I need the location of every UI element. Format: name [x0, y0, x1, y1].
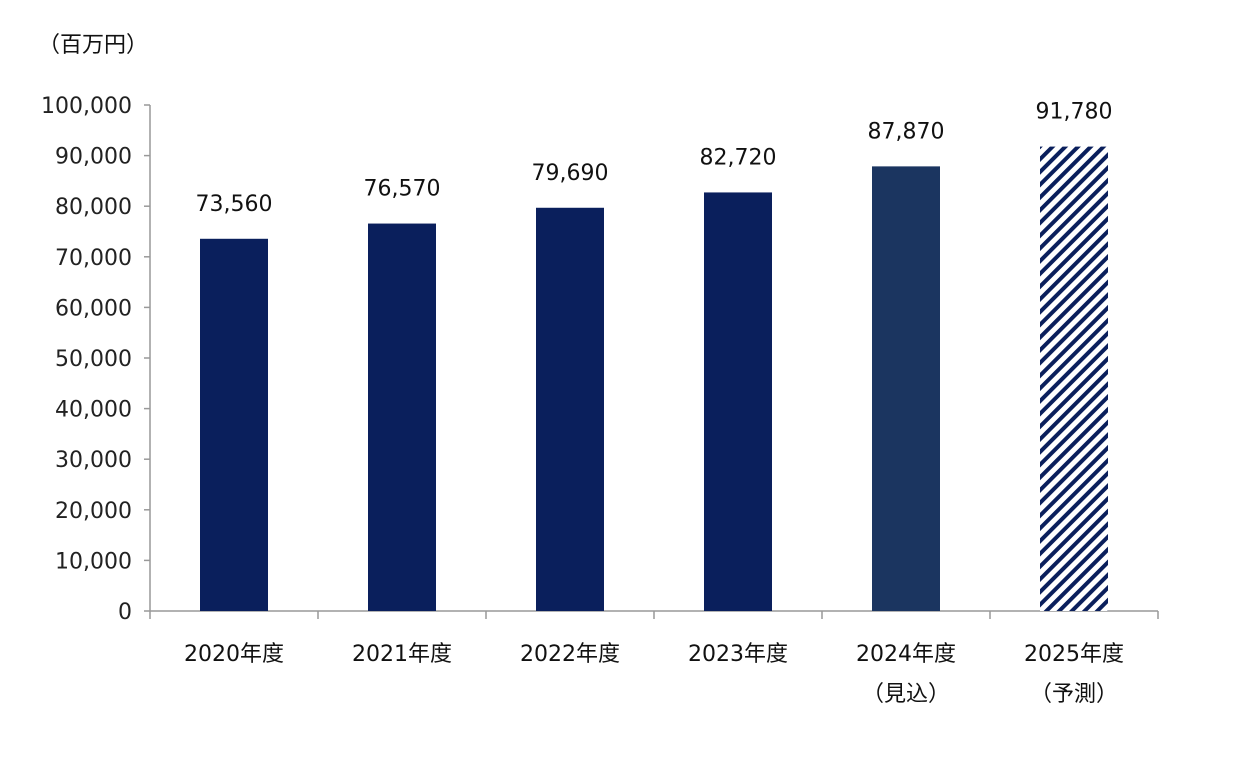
y-tick-label: 30,000: [55, 448, 132, 473]
x-tick-label: 2021年度: [352, 642, 452, 667]
y-axis: 0 10,000 20,000 30,000 40,000 50,000 60,000 70,…: [41, 94, 151, 625]
x-tick-label: 2022年度: [520, 642, 620, 667]
data-label: 76,570: [364, 177, 441, 202]
x-tick-label: 2024年度: [856, 642, 956, 667]
bar: [368, 223, 436, 612]
bars: [200, 146, 1108, 612]
bar: [536, 207, 604, 611]
data-label: 73,560: [196, 192, 273, 217]
data-label: 82,720: [700, 145, 777, 170]
y-tick-label: 40,000: [55, 398, 132, 423]
y-axis-unit-label: （百万円）: [38, 33, 148, 58]
y-tick-label: 100,000: [41, 94, 132, 119]
y-tick-label: 0: [118, 600, 132, 625]
y-tick-label: 60,000: [55, 296, 132, 321]
data-label: 87,870: [868, 119, 945, 144]
bar: [872, 166, 940, 611]
y-tick-label: 70,000: [55, 246, 132, 271]
data-labels: 73,560 76,570 79,690 82,720 87,870 91,780: [196, 100, 1113, 217]
y-tick-label: 20,000: [55, 499, 132, 524]
x-tick-label: 2023年度: [688, 642, 788, 667]
data-label: 79,690: [532, 161, 609, 186]
x-axis: 2020年度 2021年度 2022年度 2023年度 2024年度 （見込） 2025年度…: [149, 610, 1159, 707]
x-tick-label: （予測）: [1030, 682, 1118, 707]
bar: [1040, 146, 1108, 611]
x-tick-label: 2025年度: [1024, 642, 1124, 667]
bar: [704, 192, 772, 611]
data-label: 91,780: [1036, 100, 1113, 125]
x-tick-label: （見込）: [862, 682, 950, 707]
x-tick-label: 2020年度: [184, 642, 284, 667]
y-tick-label: 10,000: [55, 549, 132, 574]
bar: [200, 238, 268, 611]
y-tick-label: 50,000: [55, 347, 132, 372]
y-tick-label: 80,000: [55, 195, 132, 220]
y-tick-label: 90,000: [55, 145, 132, 170]
